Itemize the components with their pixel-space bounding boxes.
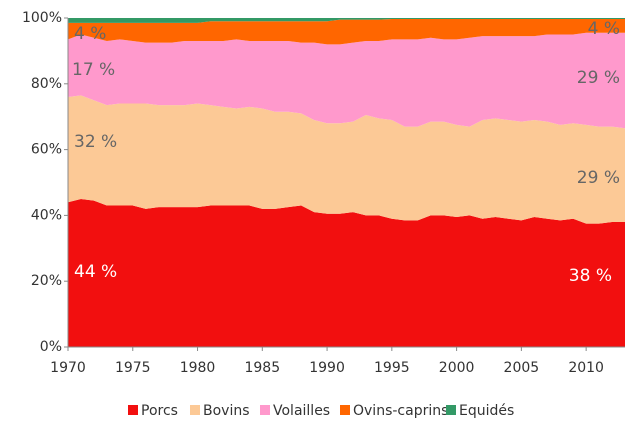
y-tick-label: 40% xyxy=(31,207,62,223)
legend-swatch xyxy=(190,405,200,415)
annotation: 29 % xyxy=(577,68,620,88)
y-tick-label: 60% xyxy=(31,142,62,158)
annotation: 4 % xyxy=(74,24,106,44)
annotation: 32 % xyxy=(74,132,117,152)
legend-swatch xyxy=(128,405,138,415)
y-tick-label: 0% xyxy=(40,339,62,355)
legend-label: Volailles xyxy=(273,403,330,419)
area xyxy=(68,18,625,45)
y-tick-label: 100% xyxy=(22,10,62,26)
area xyxy=(68,95,625,224)
x-tick-label: 1995 xyxy=(374,360,410,376)
area xyxy=(68,18,625,23)
x-tick-label: 2010 xyxy=(568,360,604,376)
legend-label: Ovins-caprins xyxy=(353,403,448,419)
x-tick-label: 1980 xyxy=(180,360,216,376)
annotation: 44 % xyxy=(74,262,117,282)
legend-swatch xyxy=(340,405,350,415)
legend-swatch xyxy=(260,405,270,415)
x-tick-label: 1985 xyxy=(244,360,280,376)
x-tick-label: 1970 xyxy=(50,360,86,376)
x-tick-label: 1990 xyxy=(309,360,345,376)
x-tick-label: 1975 xyxy=(115,360,151,376)
annotation: 4 % xyxy=(588,19,620,39)
annotation: 38 % xyxy=(569,266,612,286)
legend-swatch xyxy=(446,405,456,415)
x-tick-label: 2005 xyxy=(504,360,540,376)
area xyxy=(68,198,625,347)
legend-label: Equidés xyxy=(459,403,514,419)
annotation: 17 % xyxy=(72,60,115,80)
y-tick-label: 20% xyxy=(31,273,62,289)
area xyxy=(68,32,625,129)
x-tick-label: 2000 xyxy=(439,360,475,376)
legend-label: Bovins xyxy=(203,403,250,419)
annotation: 29 % xyxy=(577,168,620,188)
y-tick-label: 80% xyxy=(31,76,62,92)
legend-label: Porcs xyxy=(141,403,178,419)
